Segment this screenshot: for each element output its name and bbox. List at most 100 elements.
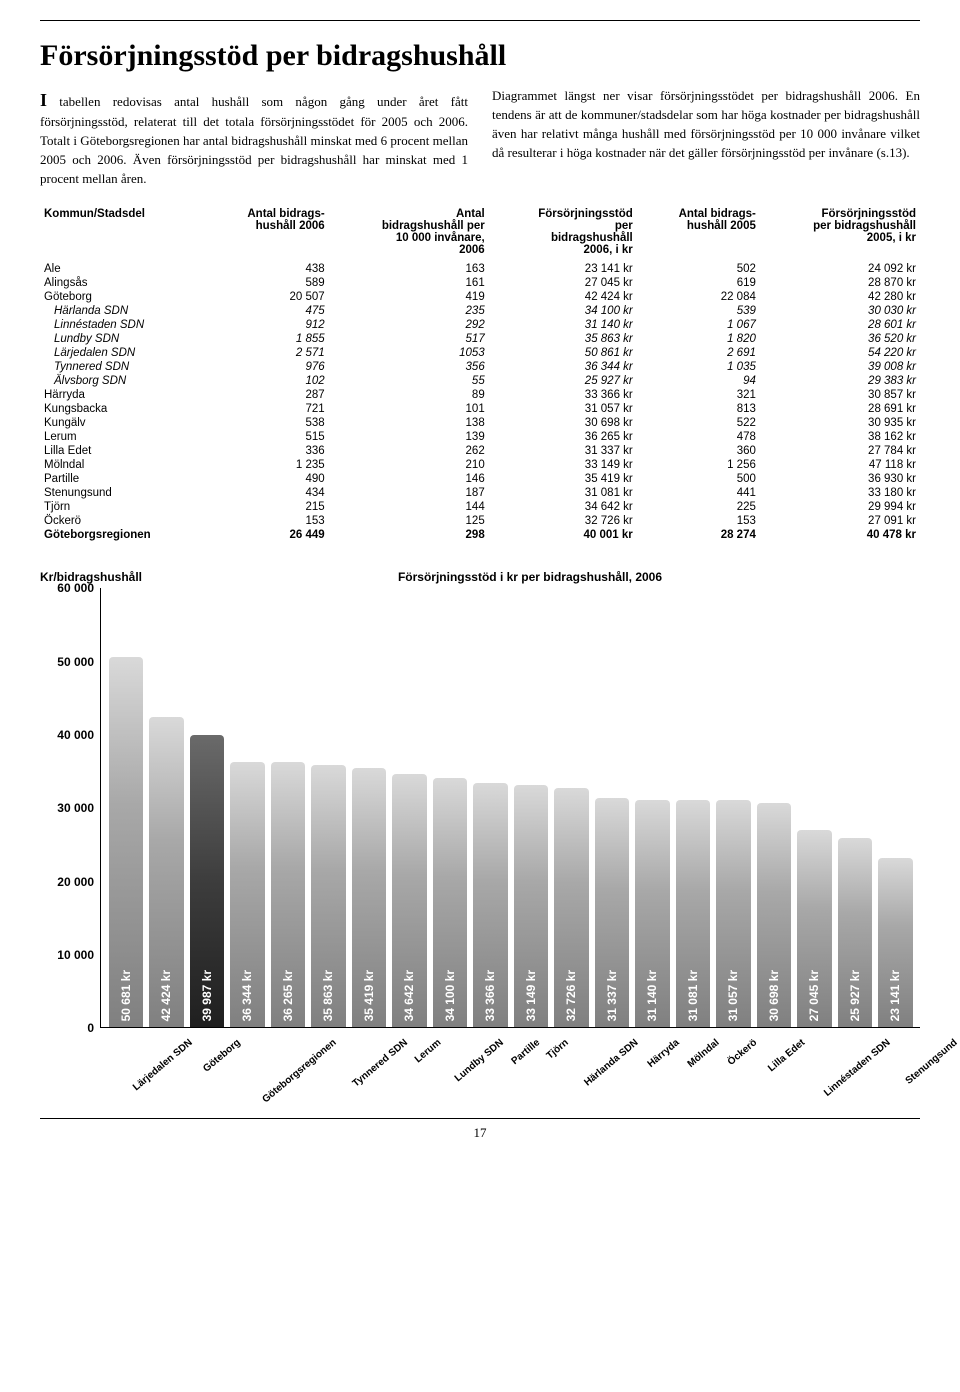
bar-value-label: 31 081 kr (686, 964, 700, 1027)
bar-value-label: 30 698 kr (767, 964, 781, 1027)
row-value: 33 149 kr (489, 458, 637, 472)
row-value: 29 994 kr (760, 500, 920, 514)
row-name: Göteborg (40, 290, 206, 304)
table-row: Tjörn21514434 642 kr22529 994 kr (40, 500, 920, 514)
row-value: 438 (206, 262, 329, 276)
bar-value-label: 50 681 kr (119, 964, 133, 1027)
row-value: 139 (329, 430, 489, 444)
row-value: 20 507 (206, 290, 329, 304)
row-value: 33 180 kr (760, 486, 920, 500)
bar-value-label: 25 927 kr (848, 964, 862, 1027)
row-value: 94 (637, 374, 760, 388)
row-value: 153 (637, 514, 760, 528)
bar-slot: 39 987 kr (188, 588, 226, 1027)
bar-slot: 36 344 kr (229, 588, 267, 1027)
row-value: 26 449 (206, 528, 329, 542)
bar-value-label: 36 265 kr (281, 964, 295, 1027)
row-value: 235 (329, 304, 489, 318)
page-title: Försörjningsstöd per bidragshushåll (40, 39, 920, 73)
row-value: 434 (206, 486, 329, 500)
row-name: Härryda (40, 388, 206, 402)
table-row: Stenungsund43418731 081 kr44133 180 kr (40, 486, 920, 500)
row-value: 28 870 kr (760, 276, 920, 290)
row-value: 490 (206, 472, 329, 486)
row-value: 31 081 kr (489, 486, 637, 500)
bar-slot: 36 265 kr (269, 588, 307, 1027)
row-value: 23 141 kr (489, 262, 637, 276)
table-row: Ale43816323 141 kr50224 092 kr (40, 262, 920, 276)
row-value: 47 118 kr (760, 458, 920, 472)
row-value: 976 (206, 360, 329, 374)
row-value: 89 (329, 388, 489, 402)
row-value: 138 (329, 416, 489, 430)
bar-slot: 35 419 kr (350, 588, 388, 1027)
bar-slot: 50 681 kr (107, 588, 145, 1027)
bar-slot: 35 863 kr (310, 588, 348, 1027)
bar-slot: 42 424 kr (148, 588, 186, 1027)
data-table: Kommun/Stadsdel Antal bidrags-hushåll 200… (40, 206, 920, 542)
chart-title: Försörjningsstöd i kr per bidragshushåll… (140, 570, 920, 584)
bar-slot: 23 141 kr (877, 588, 915, 1027)
y-tick: 20 000 (57, 875, 94, 889)
bar: 39 987 kr (190, 735, 225, 1028)
row-value: 517 (329, 332, 489, 346)
row-value: 1 820 (637, 332, 760, 346)
bar-value-label: 33 149 kr (524, 964, 538, 1027)
intro-right: Diagrammet längst ner visar försörjnings… (492, 87, 920, 188)
table-row: Härryda2878933 366 kr32130 857 kr (40, 388, 920, 402)
row-value: 721 (206, 402, 329, 416)
row-value: 27 045 kr (489, 276, 637, 290)
chart-x-labels: Lärjedalen SDNGöteborgGöteborgsregionenT… (100, 1028, 920, 1098)
row-value: 161 (329, 276, 489, 290)
row-value: 102 (206, 374, 329, 388)
table-row: Lärjedalen SDN2 571105350 861 kr2 69154 … (40, 346, 920, 360)
bar-value-label: 27 045 kr (807, 964, 821, 1027)
row-value: 1 035 (637, 360, 760, 374)
row-value: 441 (637, 486, 760, 500)
bar-value-label: 32 726 kr (564, 964, 578, 1027)
row-value: 321 (637, 388, 760, 402)
bar-slot: 31 337 kr (593, 588, 631, 1027)
row-value: 187 (329, 486, 489, 500)
row-value: 475 (206, 304, 329, 318)
row-value: 163 (329, 262, 489, 276)
bar-value-label: 34 100 kr (443, 964, 457, 1027)
bar-slot: 30 698 kr (755, 588, 793, 1027)
bar: 35 419 kr (352, 768, 387, 1027)
row-name: Alingsås (40, 276, 206, 290)
bar: 31 057 kr (716, 800, 751, 1027)
row-value: 522 (637, 416, 760, 430)
row-value: 225 (637, 500, 760, 514)
row-value: 287 (206, 388, 329, 402)
row-value: 1 235 (206, 458, 329, 472)
row-value: 589 (206, 276, 329, 290)
bar: 23 141 kr (878, 858, 913, 1027)
chart-y-axis: 010 00020 00030 00040 00050 00060 000 (40, 588, 100, 1028)
row-value: 2 571 (206, 346, 329, 360)
bar: 32 726 kr (554, 788, 589, 1027)
bar-value-label: 33 366 kr (483, 964, 497, 1027)
row-value: 55 (329, 374, 489, 388)
row-name: Ale (40, 262, 206, 276)
row-value: 35 863 kr (489, 332, 637, 346)
table-row: Härlanda SDN47523534 100 kr53930 030 kr (40, 304, 920, 318)
x-label: Stenungsund (900, 1033, 960, 1128)
row-value: 30 857 kr (760, 388, 920, 402)
row-name: Öckerö (40, 514, 206, 528)
row-value: 29 383 kr (760, 374, 920, 388)
row-value: 25 927 kr (489, 374, 637, 388)
bar-slot: 33 149 kr (512, 588, 550, 1027)
bar-value-label: 31 057 kr (726, 964, 740, 1027)
row-value: 30 698 kr (489, 416, 637, 430)
row-value: 360 (637, 444, 760, 458)
table-header: Antal bidrags-hushåll 2005 (637, 206, 760, 262)
row-name: Tjörn (40, 500, 206, 514)
bar: 31 081 kr (676, 800, 711, 1027)
row-value: 101 (329, 402, 489, 416)
row-value: 40 001 kr (489, 528, 637, 542)
bar-value-label: 31 140 kr (645, 964, 659, 1027)
bar: 50 681 kr (109, 657, 144, 1028)
bar-value-label: 35 863 kr (321, 964, 335, 1027)
table-header: Kommun/Stadsdel (40, 206, 206, 262)
row-value: 36 520 kr (760, 332, 920, 346)
